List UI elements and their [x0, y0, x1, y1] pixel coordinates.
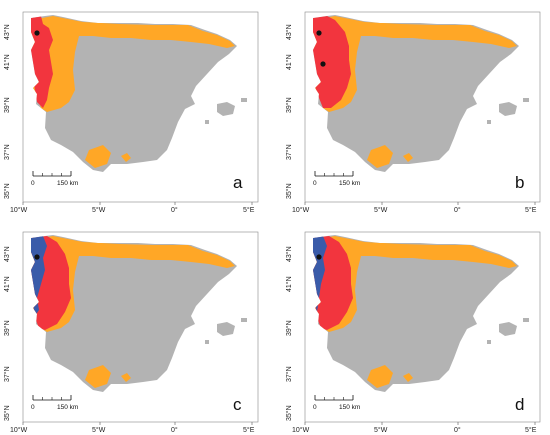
- x-tick-label: 10°W: [10, 426, 28, 434]
- scalebar-a: 0 150 km: [31, 171, 78, 187]
- y-tick-label: 37°N: [285, 144, 293, 160]
- scalebar-b: 0 150 km: [313, 171, 360, 187]
- x-tick-label: 10°W: [292, 206, 310, 214]
- x-tick-label: 5°W: [92, 426, 106, 434]
- scale-label-start: 0: [313, 404, 317, 411]
- island: [205, 340, 209, 344]
- map-panel-a: [22, 11, 259, 203]
- y-tick-label: 43°N: [285, 24, 293, 40]
- map-panel-d: [304, 231, 541, 423]
- island: [499, 102, 517, 116]
- y-tick-label: 39°N: [285, 320, 293, 336]
- y-axis-bottom-left: 35°N 37°N 39°N 41°N 43°N: [3, 246, 11, 421]
- island: [241, 98, 247, 102]
- island: [523, 318, 529, 322]
- panel-frame: [22, 11, 259, 203]
- y-axis-top-left: 35°N 37°N 39°N 41°N 43°N: [3, 24, 11, 199]
- y-tick-label: 35°N: [3, 183, 11, 199]
- scalebar-c: 0 150 km: [31, 395, 78, 411]
- scale-label-start: 0: [31, 404, 35, 411]
- y-axis-top-right: 35°N 37°N 39°N 41°N 43°N: [285, 24, 293, 199]
- panel-letter-a: a: [233, 173, 243, 192]
- map-panel-b: [304, 11, 541, 203]
- x-axis-bottom-left: 10°W 5°W 0° 5°E: [10, 422, 255, 434]
- y-tick-label: 43°N: [3, 246, 11, 262]
- x-tick-label: 5°W: [374, 426, 388, 434]
- panel-letter-b: b: [515, 173, 524, 192]
- map-panel-c: [22, 231, 259, 423]
- scale-label-end: 150 km: [57, 180, 78, 187]
- panel-letter-c: c: [233, 395, 242, 414]
- y-tick-label: 41°N: [285, 54, 293, 70]
- x-tick-label: 5°E: [525, 426, 537, 434]
- panel-frame: [304, 231, 541, 423]
- y-tick-label: 41°N: [285, 276, 293, 292]
- island: [523, 98, 529, 102]
- scale-label-end: 150 km: [339, 404, 360, 411]
- x-tick-label: 5°W: [92, 206, 106, 214]
- island: [205, 120, 209, 124]
- x-axis-bottom-right: 10°W 5°W 0° 5°E: [292, 422, 537, 434]
- y-tick-label: 43°N: [3, 24, 11, 40]
- x-tick-label: 10°W: [10, 206, 28, 214]
- x-tick-label: 10°W: [292, 426, 310, 434]
- y-tick-label: 41°N: [3, 54, 11, 70]
- scale-label-start: 0: [31, 180, 35, 187]
- scale-label-end: 150 km: [57, 404, 78, 411]
- location-point: [320, 61, 326, 67]
- x-axis-top-right: 10°W 5°W 0° 5°E: [292, 202, 537, 214]
- scale-label-start: 0: [313, 180, 317, 187]
- red-layer: [31, 16, 53, 108]
- location-point: [316, 254, 322, 260]
- panel-frame: [22, 231, 259, 423]
- scalebar-d: 0 150 km: [313, 395, 360, 411]
- island: [217, 102, 235, 116]
- x-tick-label: 0°: [171, 426, 178, 434]
- island: [499, 322, 517, 336]
- y-tick-label: 39°N: [285, 97, 293, 113]
- y-tick-label: 35°N: [285, 183, 293, 199]
- island: [487, 120, 491, 124]
- y-tick-label: 43°N: [285, 246, 293, 262]
- red-layer: [313, 16, 351, 108]
- y-tick-label: 35°N: [285, 405, 293, 421]
- x-tick-label: 5°E: [525, 206, 537, 214]
- y-tick-label: 37°N: [285, 366, 293, 382]
- y-tick-label: 37°N: [3, 366, 11, 382]
- location-point: [34, 30, 40, 36]
- panel-frame: [304, 11, 541, 203]
- x-tick-label: 5°E: [243, 426, 255, 434]
- x-tick-label: 5°E: [243, 206, 255, 214]
- y-tick-label: 39°N: [3, 320, 11, 336]
- y-tick-label: 37°N: [3, 144, 11, 160]
- location-point: [316, 30, 322, 36]
- x-axis-top-left: 10°W 5°W 0° 5°E: [10, 202, 255, 214]
- x-tick-label: 0°: [454, 426, 461, 434]
- scale-label-end: 150 km: [339, 180, 360, 187]
- panel-letter-d: d: [515, 395, 524, 414]
- island: [487, 340, 491, 344]
- x-tick-label: 5°W: [374, 206, 388, 214]
- y-tick-label: 39°N: [3, 97, 11, 113]
- x-tick-label: 0°: [454, 206, 461, 214]
- x-tick-label: 0°: [171, 206, 178, 214]
- island: [241, 318, 247, 322]
- location-point: [34, 254, 40, 260]
- y-axis-bottom-right: 35°N 37°N 39°N 41°N 43°N: [285, 246, 293, 421]
- y-tick-label: 41°N: [3, 276, 11, 292]
- island: [217, 322, 235, 336]
- y-tick-label: 35°N: [3, 405, 11, 421]
